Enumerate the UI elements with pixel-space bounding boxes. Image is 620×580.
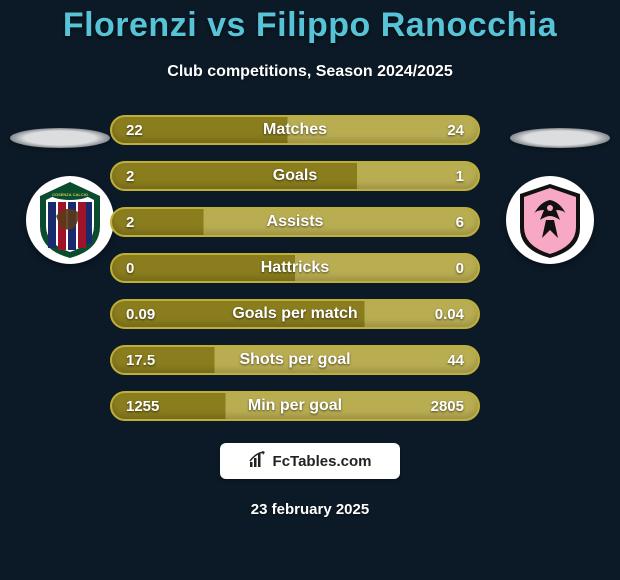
stat-row: 22Matches24 [110, 115, 480, 145]
stat-value-left: 1255 [126, 398, 176, 415]
stat-value-left: 22 [126, 122, 176, 139]
stat-value-right: 0.04 [414, 306, 464, 323]
stat-value-right: 24 [414, 122, 464, 139]
stat-value-right: 2805 [414, 398, 464, 415]
date-label: 23 february 2025 [0, 501, 620, 518]
stat-value-right: 1 [414, 168, 464, 185]
page-title: Florenzi vs Filippo Ranocchia [0, 6, 620, 45]
fctables-logo-icon [249, 450, 267, 473]
source-badge[interactable]: FcTables.com [220, 443, 400, 479]
stat-value-right: 0 [414, 260, 464, 277]
stat-row: 2Goals1 [110, 161, 480, 191]
stats-area: 22Matches24 2Goals1 2Assists6 0Hattricks0 0.… [0, 115, 620, 421]
stat-row: 0.09Goals per match0.04 [110, 299, 480, 329]
stat-row: 1255Min per goal2805 [110, 391, 480, 421]
stat-value-left: 0.09 [126, 306, 176, 323]
stat-row: 0Hattricks0 [110, 253, 480, 283]
stat-value-right: 44 [414, 352, 464, 369]
stat-row: 2Assists6 [110, 207, 480, 237]
stat-value-left: 2 [126, 168, 176, 185]
stat-row: 17.5Shots per goal44 [110, 345, 480, 375]
stat-value-left: 0 [126, 260, 176, 277]
stat-value-left: 2 [126, 214, 176, 231]
comparison-widget: Florenzi vs Filippo Ranocchia Club compe… [0, 0, 620, 580]
stat-value-right: 6 [414, 214, 464, 231]
subtitle: Club competitions, Season 2024/2025 [0, 63, 620, 81]
stat-value-left: 17.5 [126, 352, 176, 369]
source-label: FcTables.com [273, 453, 372, 470]
